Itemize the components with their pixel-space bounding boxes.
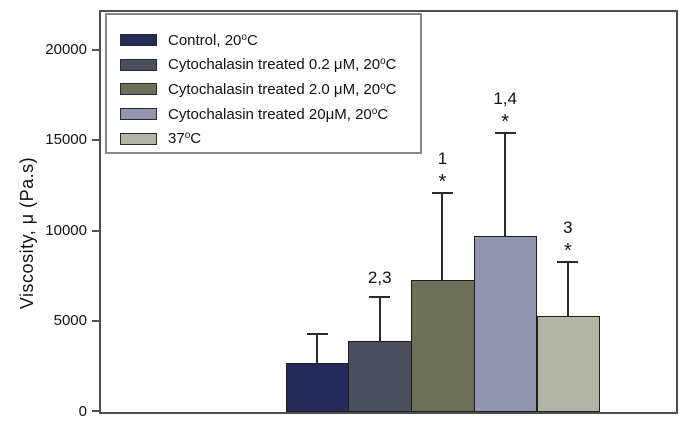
annotation-label-3: 1 (437, 148, 448, 168)
degree-symbol: o (371, 105, 378, 117)
error-bar-3 (441, 191, 444, 280)
y-tick (92, 320, 99, 323)
bar-5 (536, 315, 601, 412)
degree-symbol: o (241, 31, 247, 43)
legend-swatch-3 (120, 83, 157, 96)
y-tick-label: 5000 (53, 312, 87, 330)
legend-label-4: Cytochalasin treated 20μM, 20oC (168, 105, 389, 123)
significance-asterisk-4: * (501, 111, 510, 134)
error-bar-5 (566, 260, 569, 316)
y-tick-label: 10000 (45, 221, 87, 239)
legend-item-2: Cytochalasin treated 0.2 μM, 20oC (120, 53, 420, 78)
bar-4 (473, 236, 538, 412)
y-tick-label: 15000 (45, 131, 87, 149)
error-bar-cap-1 (306, 333, 328, 336)
error-bar-cap-2 (369, 296, 391, 299)
error-bar-4 (504, 132, 507, 237)
y-tick (92, 48, 99, 51)
degree-symbol: o (380, 80, 386, 92)
annotation-label-5: 3 (563, 217, 573, 237)
bar-2 (348, 341, 413, 412)
significance-asterisk-3: * (438, 170, 447, 193)
legend-item-1: Control, 20oC (120, 28, 420, 53)
legend-label-2: Cytochalasin treated 0.2 μM, 20oC (168, 56, 397, 74)
error-bar-2 (378, 296, 381, 342)
bar-1 (285, 363, 350, 412)
legend-label-1: Control, 20oC (168, 31, 258, 49)
legend-swatch-2 (120, 58, 157, 71)
error-bar-cap-5 (557, 260, 579, 263)
legend-swatch-4 (120, 108, 157, 121)
error-bar-cap-3 (431, 191, 453, 194)
legend-label-5: 37oC (168, 130, 202, 148)
degree-symbol: o (184, 130, 191, 142)
legend-swatch-5 (120, 132, 157, 145)
error-bar-1 (316, 333, 319, 364)
legend-swatch-1 (120, 34, 157, 47)
y-tick-label: 20000 (45, 40, 87, 58)
significance-asterisk-5: * (563, 239, 572, 262)
legend-item-5: 37oC (120, 126, 420, 151)
legend-item-3: Cytochalasin treated 2.0 μM, 20oC (120, 77, 420, 102)
degree-symbol: o (380, 56, 386, 68)
bar-3 (411, 279, 475, 412)
annotation-label-4: 1,4 (493, 89, 517, 109)
annotation-label-2: 2,3 (367, 268, 392, 288)
y-tick (92, 229, 99, 232)
legend-item-4: Cytochalasin treated 20μM, 20oC (120, 102, 420, 127)
legend-box: Control, 20oC Cytochalasin treated 0.2 μM… (105, 13, 422, 154)
y-tick-label: 0 (78, 403, 87, 420)
error-bar-cap-4 (494, 132, 516, 135)
legend-label-3: Cytochalasin treated 2.0 μM, 20oC (168, 80, 397, 98)
y-tick (92, 410, 99, 412)
y-tick (92, 139, 99, 142)
